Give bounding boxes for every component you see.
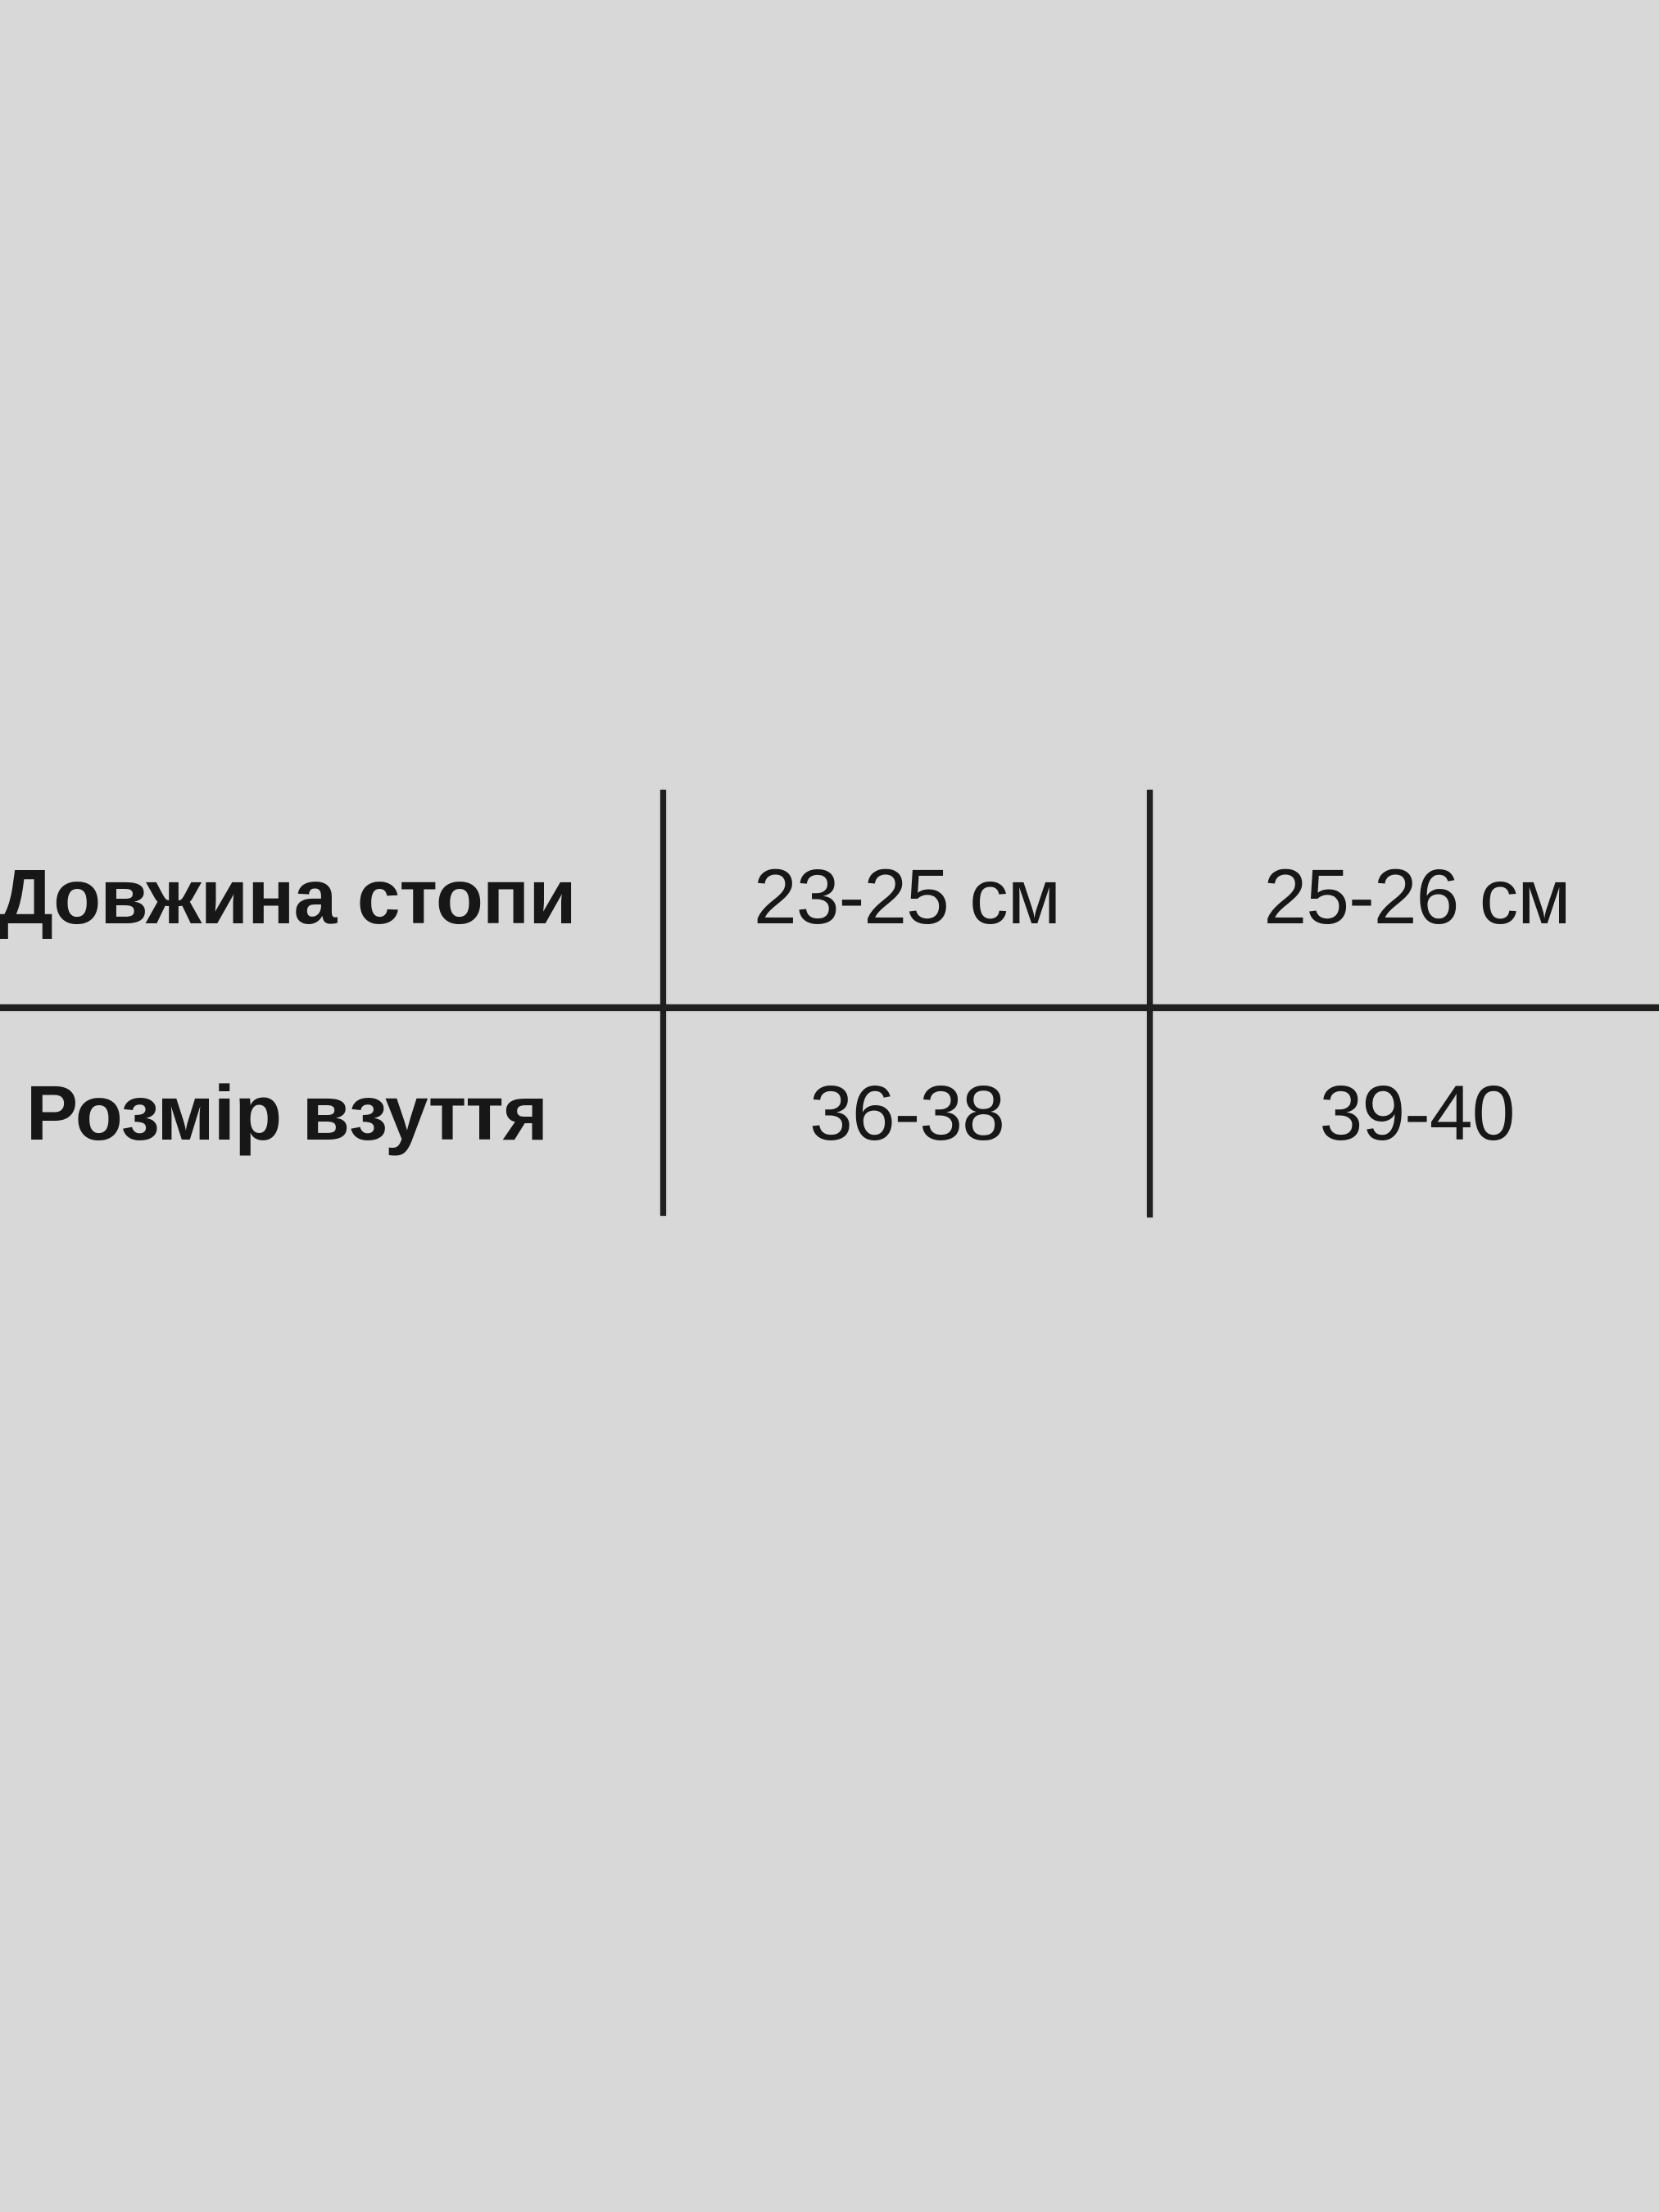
foot-length-row-label: Довжина стопи <box>0 854 577 941</box>
row-divider-line <box>0 1004 1659 1011</box>
shoe-size-value-large: 39-40 <box>1319 1069 1516 1157</box>
column-divider-line-2 <box>1147 790 1153 1217</box>
foot-length-value-small: 23-25 см <box>753 854 1061 941</box>
foot-length-value-large: 25-26 см <box>1263 854 1571 941</box>
shoe-size-row-label: Розмір взуття <box>25 1069 548 1157</box>
shoe-size-value-small: 36-38 <box>809 1069 1005 1157</box>
column-divider-line-1 <box>660 790 666 1216</box>
